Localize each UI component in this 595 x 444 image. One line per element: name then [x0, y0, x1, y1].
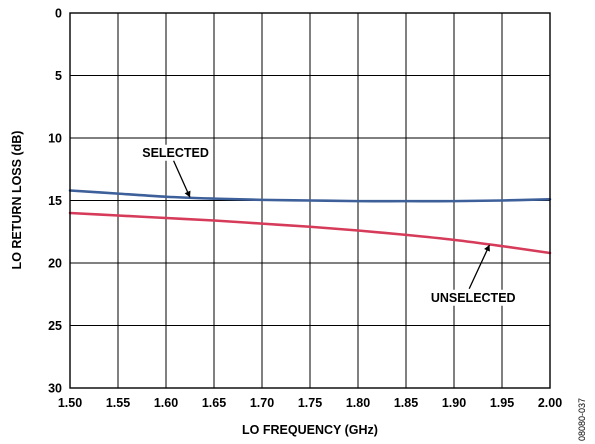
x-tick-label: 1.65 — [202, 396, 226, 410]
plot-frame — [69, 12, 551, 389]
y-tick-label: 5 — [55, 69, 62, 83]
annotation-selected: SELECTED — [142, 146, 209, 160]
annotation-unselected: UNSELECTED — [431, 291, 516, 305]
y-tick-label: 15 — [48, 194, 62, 208]
figure-id: 08080-037 — [577, 398, 587, 441]
y-tick-label: 20 — [48, 257, 62, 271]
x-tick-label: 1.85 — [394, 396, 418, 410]
annotation-arrowhead-unselected — [484, 244, 490, 252]
annotation-background — [427, 289, 519, 306]
x-tick-label: 1.70 — [250, 396, 274, 410]
x-tick-label: 1.75 — [298, 396, 322, 410]
y-axis-label: LO RETURN LOSS (dB) — [10, 131, 24, 270]
annotation-background — [139, 144, 212, 161]
annotation-arrowhead-selected — [184, 190, 191, 198]
y-tick-label: 0 — [55, 7, 62, 21]
x-tick-label: 1.90 — [442, 396, 466, 410]
y-tick-labels: 0 5 10 15 20 25 30 — [48, 7, 62, 396]
x-tick-label: 1.60 — [154, 396, 178, 410]
annotation-leader-unselected — [468, 244, 491, 290]
series-line-selected — [68, 189, 552, 203]
series-group — [68, 189, 552, 255]
x-tick-label: 1.95 — [490, 396, 514, 410]
x-axis-label: LO FREQUENCY (GHz) — [242, 423, 378, 437]
annotation-leader-selected — [173, 160, 191, 198]
annotations: SELECTED UNSELECTED — [139, 144, 519, 306]
x-tick-label: 1.80 — [346, 396, 370, 410]
y-tick-label: 25 — [48, 319, 62, 333]
series-line-unselected — [68, 211, 552, 255]
x-tick-label: 2.00 — [538, 396, 562, 410]
x-tick-label: 1.50 — [58, 396, 82, 410]
x-tick-label: 1.55 — [106, 396, 130, 410]
y-tick-label: 10 — [48, 132, 62, 146]
y-tick-label: 30 — [48, 382, 62, 396]
x-tick-labels: 1.50 1.55 1.60 1.65 1.70 1.75 1.80 1.85 1.90 1.95… — [58, 396, 562, 410]
